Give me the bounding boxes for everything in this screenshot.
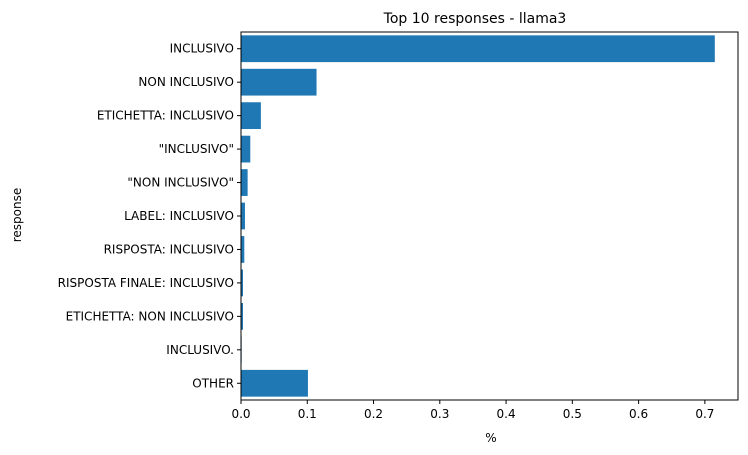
y-tick-label: ETICHETTA: NON INCLUSIVO (66, 309, 234, 323)
bar (241, 135, 251, 163)
bar (241, 302, 243, 330)
chart-title: Top 10 responses - llama3 (383, 11, 567, 27)
bar (241, 35, 715, 63)
y-tick-label: "NON INCLUSIVO" (127, 176, 234, 190)
y-tick-label: "INCLUSIVO" (159, 142, 234, 156)
x-tick-label: 0.4 (497, 407, 516, 421)
y-tick-label: INCLUSIVO (170, 42, 234, 56)
x-tick-label: 0.7 (695, 407, 714, 421)
x-tick-label: 0.2 (364, 407, 383, 421)
y-tick-label: ETICHETTA: INCLUSIVO (97, 109, 234, 123)
y-tick-label: LABEL: INCLUSIVO (124, 209, 234, 223)
y-axis-ticks: INCLUSIVO NON INCLUSIVO ETICHETTA: INCLUSI… (58, 42, 241, 390)
x-tick-label: 0.5 (563, 407, 582, 421)
x-axis-ticks: 0.0 0.1 0.2 0.3 0.4 0.5 0.6 0.7 (231, 400, 714, 421)
x-tick-label: 0.3 (430, 407, 449, 421)
bars-group (241, 35, 715, 397)
bar (241, 169, 248, 196)
y-tick-label: NON INCLUSIVO (138, 75, 234, 89)
bar (241, 202, 245, 230)
y-tick-label: RISPOSTA FINALE: INCLUSIVO (58, 276, 234, 290)
bar (241, 236, 245, 263)
x-tick-label: 0.6 (629, 407, 648, 421)
bar (241, 102, 261, 130)
y-tick-label: OTHER (192, 376, 234, 390)
y-tick-label: INCLUSIVO. (166, 343, 234, 357)
plot-frame (240, 31, 739, 401)
x-tick-label: 0.1 (298, 407, 317, 421)
bar (241, 369, 308, 397)
x-axis-title: % (485, 431, 496, 445)
y-tick-label: RISPOSTA: INCLUSIVO (104, 242, 234, 256)
bar (241, 68, 317, 96)
x-tick-label: 0.0 (231, 407, 250, 421)
bar (241, 269, 243, 297)
y-axis-title: response (10, 188, 24, 243)
